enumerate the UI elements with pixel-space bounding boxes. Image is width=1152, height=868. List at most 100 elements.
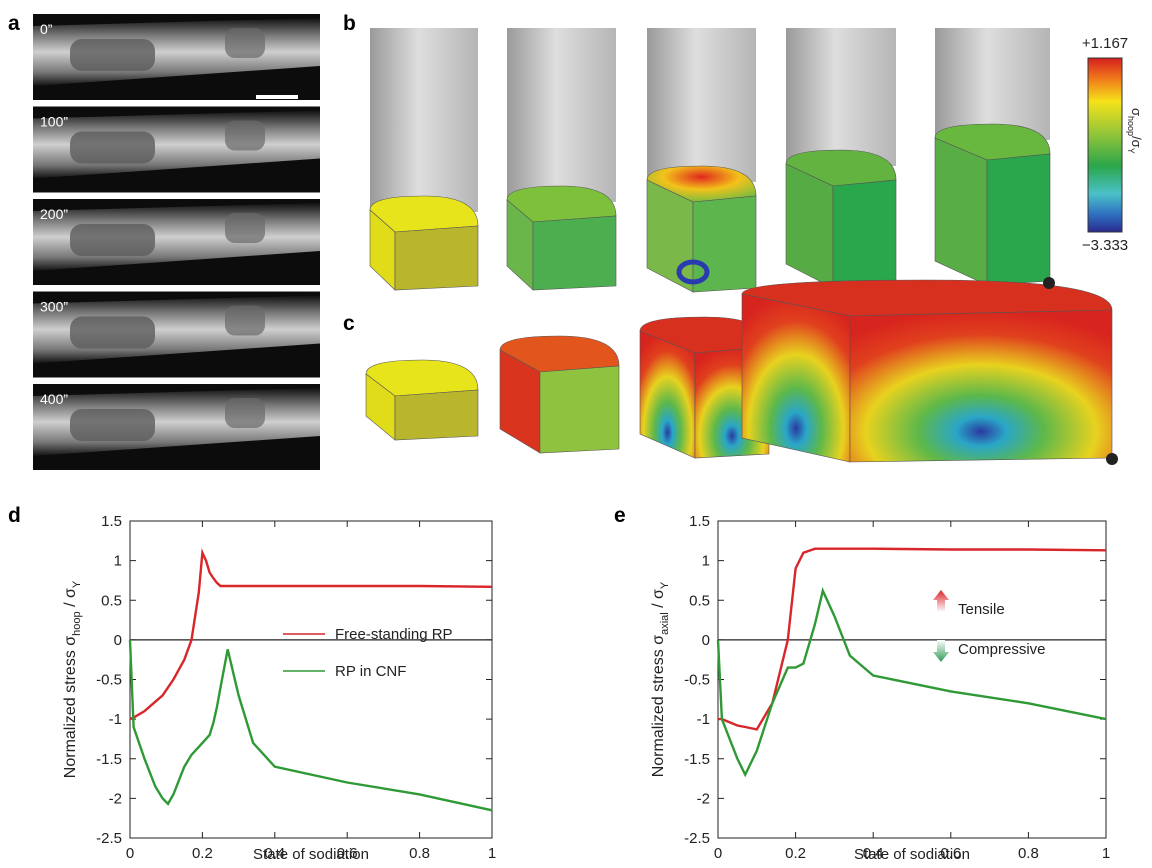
y-tick-label: 0 [702, 632, 710, 649]
x-tick-label: 0.4 [264, 845, 285, 862]
particle [225, 305, 265, 336]
y-tick-label: -2 [697, 790, 710, 807]
compression-spot [676, 259, 710, 285]
y-tick-label: 1 [114, 553, 122, 570]
x-tick-label: 0.6 [940, 845, 961, 862]
block-front [849, 309, 1113, 463]
x-tick-label: 0 [714, 845, 722, 862]
y-tick-label: -0.5 [96, 672, 122, 689]
y-axis-label: Normalized stress σaxial / σY [650, 581, 671, 777]
plot-frame [717, 520, 1107, 839]
block-side [741, 293, 851, 463]
block-top [934, 123, 1051, 161]
y-axis-label-part: Normalized stress σ [62, 636, 79, 778]
particle [70, 39, 155, 71]
panel-label: e [614, 504, 626, 527]
y-tick-label: 1 [702, 553, 710, 570]
x-tick-label: 0.2 [192, 845, 213, 862]
line-series [128, 639, 493, 812]
particle [70, 131, 155, 164]
block-side [785, 163, 834, 289]
cylinder [647, 28, 756, 182]
y-tick-label: 0 [114, 632, 122, 649]
y-axis-label-part: Y [71, 580, 83, 588]
block-side [934, 137, 988, 286]
particle [225, 398, 265, 428]
y-tick-label: -2 [109, 790, 122, 807]
time-label: 200” [40, 206, 68, 222]
time-label: 400” [40, 391, 68, 407]
cylinder [370, 28, 478, 212]
y-axis-label: Normalized stress σhoop / σY [62, 580, 83, 778]
panel-label: c [343, 312, 355, 335]
x-tick-label: 0.8 [1018, 845, 1039, 862]
y-axis-label-part: Normalized stress σ [650, 635, 667, 777]
line-series [716, 587, 1107, 778]
annotation-arrow [933, 590, 949, 612]
x-tick-label: 0.2 [785, 845, 806, 862]
colorbar-min: −3.333 [1082, 237, 1128, 254]
time-label: 0” [40, 21, 53, 37]
x-tick-label: 1 [1102, 845, 1110, 862]
block-front [832, 179, 897, 289]
panel-label: a [8, 12, 20, 35]
colorbar-label: σhoop/σY [1126, 108, 1144, 154]
time-label: 300” [40, 299, 68, 315]
y-tick-label: -1 [109, 711, 122, 728]
block-top [506, 185, 617, 223]
line-series [718, 547, 1107, 731]
particle [225, 28, 265, 58]
panel-label: d [8, 504, 21, 527]
block-front [532, 215, 617, 291]
simulation-renders [365, 28, 1113, 463]
panel-label: b [343, 12, 356, 35]
block-top [499, 335, 620, 373]
x-tick-label: 0.6 [337, 845, 358, 862]
block-top [369, 195, 479, 233]
annotation-arrow [933, 640, 949, 662]
x-tick-label: 0.8 [409, 845, 430, 862]
y-tick-label: 1.5 [689, 513, 710, 530]
line-series [129, 548, 493, 721]
x-tick-label: 0 [126, 845, 134, 862]
y-tick-label: -1.5 [96, 751, 122, 768]
y-axis-label-part: axial [659, 612, 671, 635]
cylinder [507, 28, 616, 202]
annotation: Tensile [958, 601, 1005, 618]
marker-dot [1106, 453, 1118, 465]
legend-label: Free-standing RP [335, 626, 453, 643]
particle [70, 316, 155, 349]
particle [225, 213, 265, 243]
colorbar [1087, 57, 1123, 233]
y-axis-label-part: / σ [62, 588, 79, 611]
particle [70, 224, 155, 256]
block-front [394, 225, 479, 291]
block-front [539, 365, 620, 454]
y-tick-label: -1.5 [684, 751, 710, 768]
block-top [741, 279, 1113, 317]
x-axis-label: State of sodiation [253, 846, 369, 863]
block-front [986, 153, 1051, 286]
plot-frame [129, 520, 493, 839]
block-top [785, 149, 897, 187]
particle [225, 120, 265, 151]
cylinder [786, 28, 896, 166]
marker-dot [1043, 277, 1055, 289]
cylinder [935, 28, 1050, 140]
y-axis-label-part: hoop [71, 611, 83, 635]
y-tick-label: 1.5 [101, 513, 122, 530]
x-tick-label: 1 [488, 845, 496, 862]
y-tick-label: 0.5 [689, 592, 710, 609]
particle [70, 409, 155, 441]
block-front [394, 389, 479, 441]
y-tick-label: 0.5 [101, 592, 122, 609]
y-axis-label-part: Y [659, 581, 671, 589]
legend-label: RP in CNF [335, 663, 406, 680]
block-top [365, 359, 479, 397]
y-tick-label: -1 [697, 711, 710, 728]
time-label: 100” [40, 114, 68, 130]
annotation: Compressive [958, 641, 1046, 658]
y-axis-label-part: / σ [650, 589, 667, 612]
x-axis-label: State of sodiation [854, 846, 970, 863]
